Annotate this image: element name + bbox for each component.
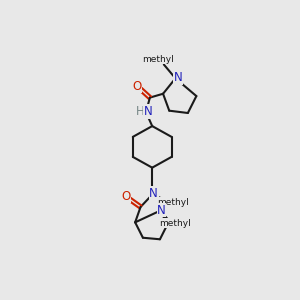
Text: N: N (144, 105, 153, 118)
Text: O: O (121, 190, 130, 203)
Text: methyl: methyl (157, 198, 189, 207)
Text: methyl: methyl (142, 55, 173, 64)
Text: N: N (157, 203, 166, 217)
Text: N: N (173, 71, 182, 84)
Text: O: O (132, 80, 141, 92)
Text: N: N (149, 187, 158, 200)
Text: methyl: methyl (160, 219, 191, 228)
Text: H: H (135, 105, 144, 118)
